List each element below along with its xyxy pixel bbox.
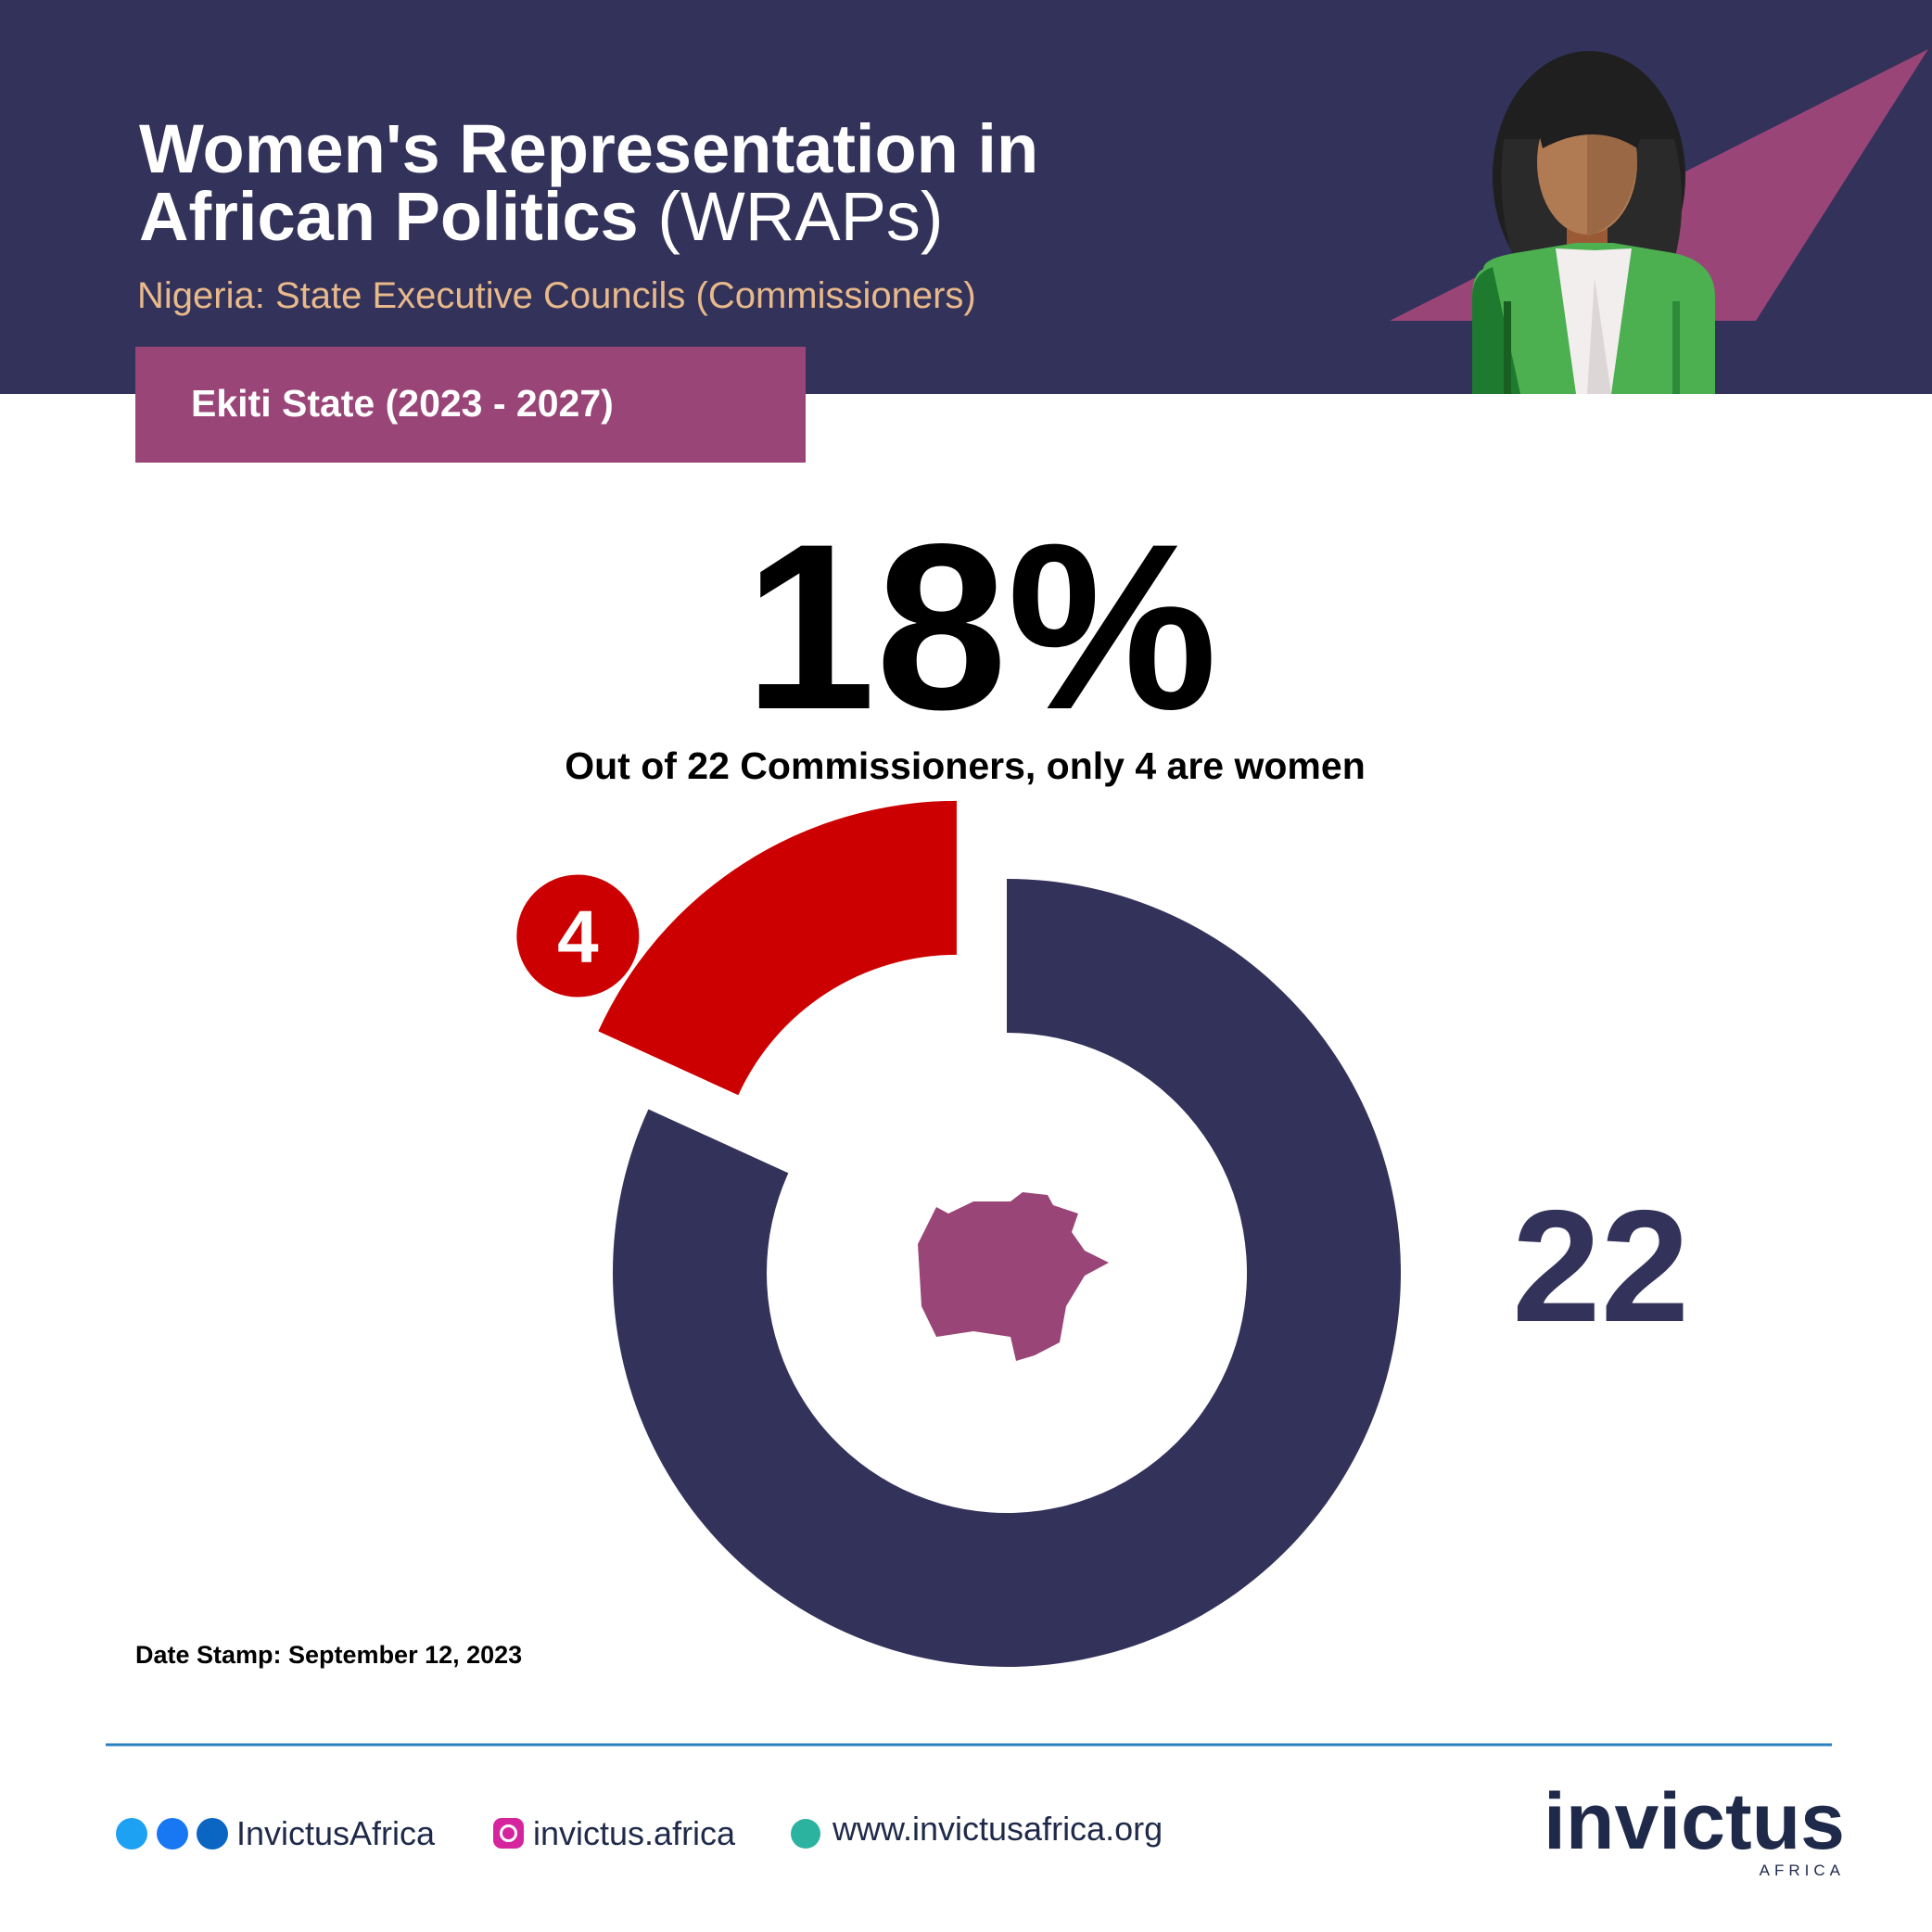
title-suffix: (WRAPs) [657, 178, 943, 255]
title-line: African Politics [139, 178, 639, 255]
date-stamp: Date Stamp: September 12, 2023 [135, 1641, 522, 1669]
value-label: 22 [1512, 1177, 1689, 1355]
woman-illustration [1472, 51, 1715, 394]
donut-segment [612, 879, 1401, 1667]
caption: Out of 22 Commissioners, only 4 are wome… [565, 744, 1366, 787]
website[interactable]: www.invictusafrica.org [832, 1810, 1163, 1848]
title-line: African Politics (WRAPs) [139, 178, 944, 255]
instagram-icon[interactable] [493, 1818, 524, 1849]
instagram-handle[interactable]: invictus.africa [533, 1814, 736, 1852]
facebook-icon[interactable] [157, 1818, 188, 1849]
social-handle[interactable]: InvictusAfrica [236, 1814, 436, 1852]
globe-icon [791, 1819, 820, 1849]
badge-label: Ekiti State (2023 - 2027) [191, 382, 614, 425]
instagram-icon-lens [500, 1824, 517, 1842]
logo[interactable]: invictus [1544, 1777, 1845, 1866]
logo-sub: AFRICA [1760, 1862, 1845, 1879]
subtitle: Nigeria: State Executive Councils (Commi… [137, 275, 976, 316]
donut-chart: 4 22 [516, 800, 1689, 1667]
value-label: 4 [557, 895, 599, 977]
twitter-icon[interactable] [116, 1818, 147, 1849]
badge [135, 347, 806, 463]
state-map [918, 1192, 1109, 1361]
title-line: Women's Representation in [139, 110, 1038, 187]
value-badge [516, 874, 640, 998]
linkedin-icon[interactable] [197, 1818, 228, 1849]
donut-segment [598, 800, 957, 1096]
headline: 18% [744, 495, 1217, 759]
